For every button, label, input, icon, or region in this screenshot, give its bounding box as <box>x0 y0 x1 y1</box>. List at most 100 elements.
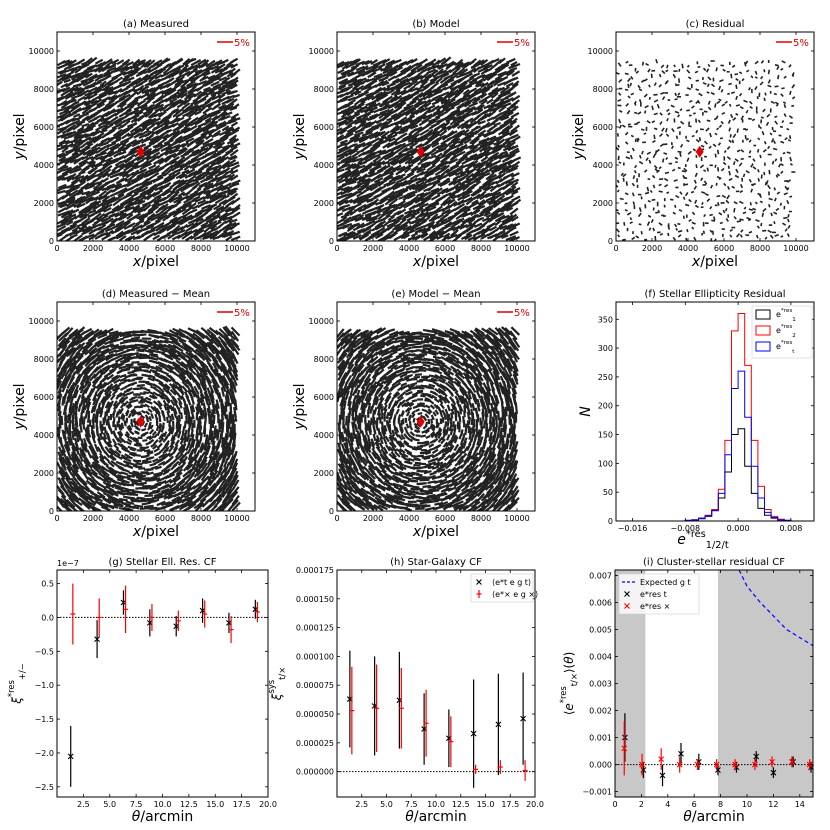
whisker <box>418 202 429 209</box>
whisker <box>124 76 135 83</box>
whisker <box>110 383 119 390</box>
whisker <box>783 75 787 79</box>
whisker <box>707 63 711 68</box>
whisker <box>686 157 690 162</box>
whisker <box>61 382 68 393</box>
whisker <box>410 108 420 115</box>
whisker <box>76 195 86 201</box>
whisker <box>201 204 212 210</box>
whisker <box>201 75 209 81</box>
whisker <box>109 335 120 342</box>
whisker <box>119 199 128 206</box>
whisker <box>109 236 118 241</box>
whisker <box>672 236 677 241</box>
whisker <box>124 448 131 454</box>
whisker <box>650 73 653 79</box>
whisker <box>93 146 101 152</box>
whisker <box>675 194 680 199</box>
whisker <box>214 155 222 162</box>
whisker <box>709 205 713 210</box>
whisker <box>380 164 391 171</box>
whisker <box>92 492 102 499</box>
whisker <box>505 82 514 88</box>
whisker <box>340 185 350 192</box>
whisker <box>397 146 409 156</box>
whisker <box>57 108 65 113</box>
whisker <box>462 128 470 136</box>
scale-label: 5% <box>514 38 530 49</box>
whisker <box>674 204 677 209</box>
whisker <box>459 223 469 230</box>
whisker <box>103 478 112 484</box>
whisker <box>506 141 516 149</box>
whisker <box>633 169 637 174</box>
whisker <box>114 97 125 104</box>
whisker <box>129 187 140 195</box>
whisker <box>348 142 358 149</box>
whisker <box>150 154 160 163</box>
whisker <box>88 161 96 166</box>
whisker <box>90 431 96 440</box>
whisker <box>110 211 120 218</box>
whisker <box>665 79 669 84</box>
whisker <box>489 135 497 142</box>
whisker <box>203 119 212 126</box>
whisker <box>187 57 197 64</box>
whisker <box>509 117 518 125</box>
whisker <box>740 184 743 189</box>
whisker <box>114 193 125 202</box>
whisker <box>339 203 351 210</box>
whisker <box>444 76 454 84</box>
whisker <box>739 106 744 110</box>
whisker <box>717 167 720 172</box>
whisker <box>413 118 423 126</box>
whisker <box>357 69 366 75</box>
whisker <box>101 177 109 183</box>
whisker <box>779 202 783 206</box>
whisker <box>414 196 425 204</box>
whisker <box>672 73 677 79</box>
whisker <box>137 199 146 206</box>
whisker <box>101 64 111 73</box>
whisker <box>783 192 788 196</box>
whisker <box>367 154 378 162</box>
whisker <box>77 215 88 223</box>
whisker <box>676 126 682 130</box>
whisker <box>718 98 722 102</box>
whisker <box>98 482 107 490</box>
whisker <box>166 211 178 218</box>
whisker <box>186 174 197 183</box>
whisker <box>354 90 362 96</box>
whisker <box>489 201 499 209</box>
whisker <box>220 186 229 192</box>
whisker <box>349 134 359 141</box>
whisker <box>74 389 79 399</box>
whisker <box>95 408 99 416</box>
whisker <box>762 108 766 113</box>
whisker <box>107 415 110 423</box>
whisker <box>117 408 122 416</box>
whisker <box>732 161 736 166</box>
whisker <box>409 91 420 98</box>
whisker <box>402 227 411 235</box>
whisker <box>57 189 66 195</box>
whisker <box>431 158 441 167</box>
whisker <box>461 211 473 218</box>
whisker <box>68 328 79 338</box>
whisker <box>84 208 93 215</box>
whisker <box>337 74 347 80</box>
whisker <box>69 86 79 93</box>
whisker <box>220 114 231 121</box>
whisker <box>65 374 72 385</box>
whisker <box>118 365 127 370</box>
whisker <box>338 199 349 207</box>
whisker <box>225 143 235 149</box>
whisker <box>769 132 773 136</box>
whisker <box>76 133 88 140</box>
whisker <box>132 212 142 219</box>
whisker <box>714 103 717 108</box>
whisker <box>138 172 149 180</box>
whisker <box>161 181 172 189</box>
whisker <box>155 136 164 143</box>
whisker <box>505 206 514 212</box>
